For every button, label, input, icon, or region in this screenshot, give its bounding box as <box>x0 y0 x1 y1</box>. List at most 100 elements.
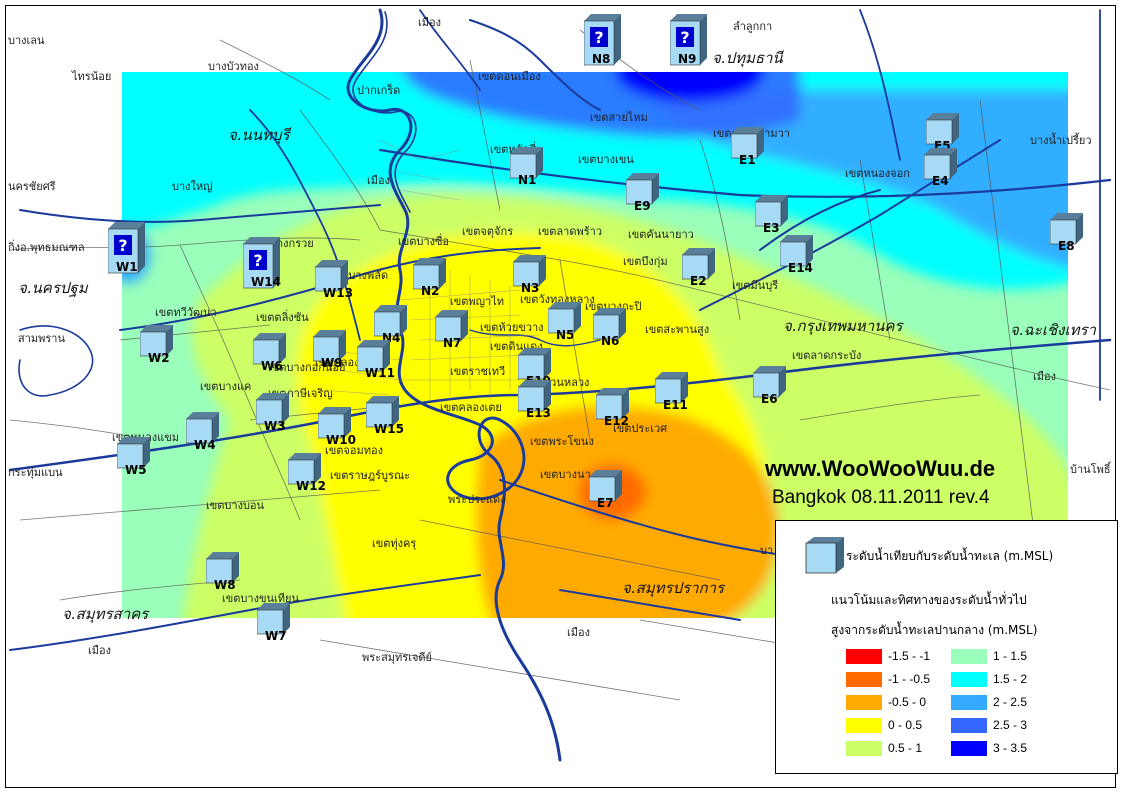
station-marker[interactable]: W11 <box>356 340 395 391</box>
station-marker[interactable]: E4 <box>923 148 959 199</box>
station-marker[interactable]: E5 <box>925 113 961 164</box>
place-label: นครชัยศรี <box>8 180 56 193</box>
station-id-label: W6 <box>261 359 283 373</box>
place-label: เขตทุ่งครุ <box>372 537 417 550</box>
station-id-label: W9 <box>321 356 343 370</box>
station-marker[interactable]: ? W1 <box>107 222 147 293</box>
station-marker[interactable]: E14 <box>779 235 815 286</box>
station-marker[interactable]: W10 <box>317 407 356 458</box>
legend-swatch <box>951 695 987 710</box>
station-id-label: N5 <box>556 328 575 342</box>
station-box-icon <box>752 366 786 398</box>
place-label: เมือง <box>367 174 390 187</box>
place-label: สามพราน <box>18 332 65 345</box>
legend-line-1: แนวโน้มและทิศทางของระดับน้ำทั่วไป <box>831 593 1027 607</box>
station-box-icon <box>314 260 348 292</box>
station-marker[interactable]: N5 <box>547 302 583 353</box>
station-marker[interactable]: E12 <box>595 388 631 439</box>
station-marker[interactable]: W6 <box>252 333 288 384</box>
station-box-icon <box>547 302 581 334</box>
station-marker[interactable]: E9 <box>625 173 661 224</box>
station-marker[interactable]: E2 <box>681 248 717 299</box>
station-box-icon <box>517 348 551 380</box>
station-marker[interactable]: E3 <box>754 195 790 246</box>
station-marker[interactable]: ? W14 <box>242 237 282 308</box>
station-marker[interactable]: E8 <box>1049 213 1085 264</box>
station-marker[interactable]: ? N8 <box>583 14 623 85</box>
place-label: เขตจอมทอง <box>325 444 383 457</box>
station-id-label: W8 <box>214 578 236 592</box>
station-marker[interactable]: W2 <box>139 325 175 376</box>
place-label: เขตห้วยขวาง <box>480 321 544 334</box>
station-box-icon <box>317 407 351 439</box>
place-label: พระสมุทรเจดีย์ <box>362 651 432 664</box>
station-marker[interactable]: N2 <box>412 258 448 309</box>
place-label: บางใหญ่ <box>172 180 213 193</box>
station-id-label: E11 <box>663 398 688 412</box>
place-label: เขตทวีวัฒนา <box>155 306 217 319</box>
station-box-icon <box>412 258 446 290</box>
station-marker[interactable]: N4 <box>373 305 409 356</box>
map-subtitle: Bangkok 08.11.2011 rev.4 <box>772 487 990 508</box>
station-marker[interactable]: E6 <box>752 366 788 417</box>
legend-swatch <box>846 741 882 756</box>
station-id-label: E6 <box>761 392 778 406</box>
station-marker[interactable]: N6 <box>592 308 628 359</box>
station-box-icon <box>365 396 399 428</box>
place-label: เขตสะพานสูง <box>645 323 710 336</box>
province-label: จ.สมุทรสาคร <box>62 605 149 623</box>
station-id-label: E13 <box>526 406 551 420</box>
station-marker[interactable]: W5 <box>116 437 152 488</box>
legend-range-label: 1 - 1.5 <box>993 649 1028 663</box>
station-box-icon <box>779 235 813 267</box>
unknown-icon <box>676 27 694 47</box>
station-marker[interactable]: E10 <box>517 348 553 399</box>
station-id-label: N8 <box>592 52 611 66</box>
province-label: จ.ปทุมธานี <box>712 49 783 67</box>
station-marker[interactable]: E1 <box>730 127 766 178</box>
station-box-icon <box>373 305 407 337</box>
legend-range-label: 1.5 - 2 <box>993 672 1028 686</box>
place-label: เขตมีนบุรี <box>732 279 779 292</box>
legend-swatch <box>951 649 987 664</box>
station-id-label: N3 <box>521 281 540 295</box>
station-box-icon <box>116 437 150 469</box>
station-box-icon: ? <box>583 14 621 66</box>
legend-swatch <box>951 741 987 756</box>
unknown-icon <box>249 250 267 270</box>
place-label: เขตตลิ่งชัน <box>256 311 309 324</box>
place-label: เมือง <box>1033 370 1056 383</box>
station-id-label: W5 <box>125 463 147 477</box>
station-marker[interactable]: W4 <box>185 412 221 463</box>
station-marker[interactable]: N7 <box>434 310 470 361</box>
station-id-label: W11 <box>365 366 395 380</box>
station-marker[interactable]: W9 <box>312 330 348 381</box>
svg-text:?: ? <box>118 236 127 255</box>
station-marker[interactable]: E7 <box>588 470 624 521</box>
station-marker[interactable]: E13 <box>517 380 553 431</box>
station-marker[interactable]: W8 <box>205 552 241 603</box>
station-marker[interactable]: W13 <box>314 260 353 311</box>
legend-swatch <box>846 649 882 664</box>
svg-text:?: ? <box>594 28 603 47</box>
legend-line-2: สูงจากระดับน้ำทะเลปานกลาง (m.MSL) <box>831 623 1038 637</box>
station-marker[interactable]: ? N9 <box>669 14 709 85</box>
station-marker[interactable]: W3 <box>255 393 291 444</box>
station-marker[interactable]: W7 <box>256 603 292 654</box>
station-marker[interactable]: W15 <box>365 396 404 447</box>
legend-range-label: -1.5 - -1 <box>888 649 931 663</box>
station-box-icon: ? <box>107 222 145 274</box>
station-marker[interactable]: W12 <box>287 453 326 504</box>
place-label: เขตบางแค <box>200 380 252 393</box>
province-label: จ.ฉะเชิงเทรา <box>1010 321 1096 339</box>
station-id-label: E1 <box>739 153 756 167</box>
station-id-label: N1 <box>518 173 537 187</box>
station-marker[interactable]: E11 <box>654 372 690 423</box>
place-label: เขตบางเขน <box>578 153 634 166</box>
station-marker[interactable]: N1 <box>509 147 545 198</box>
station-box-icon <box>925 113 959 145</box>
legend-range-label: -1 - -0.5 <box>888 672 931 686</box>
station-marker[interactable]: N3 <box>512 255 548 306</box>
province-label: จ.นครปฐม <box>18 279 88 297</box>
legend-swatch <box>846 718 882 733</box>
